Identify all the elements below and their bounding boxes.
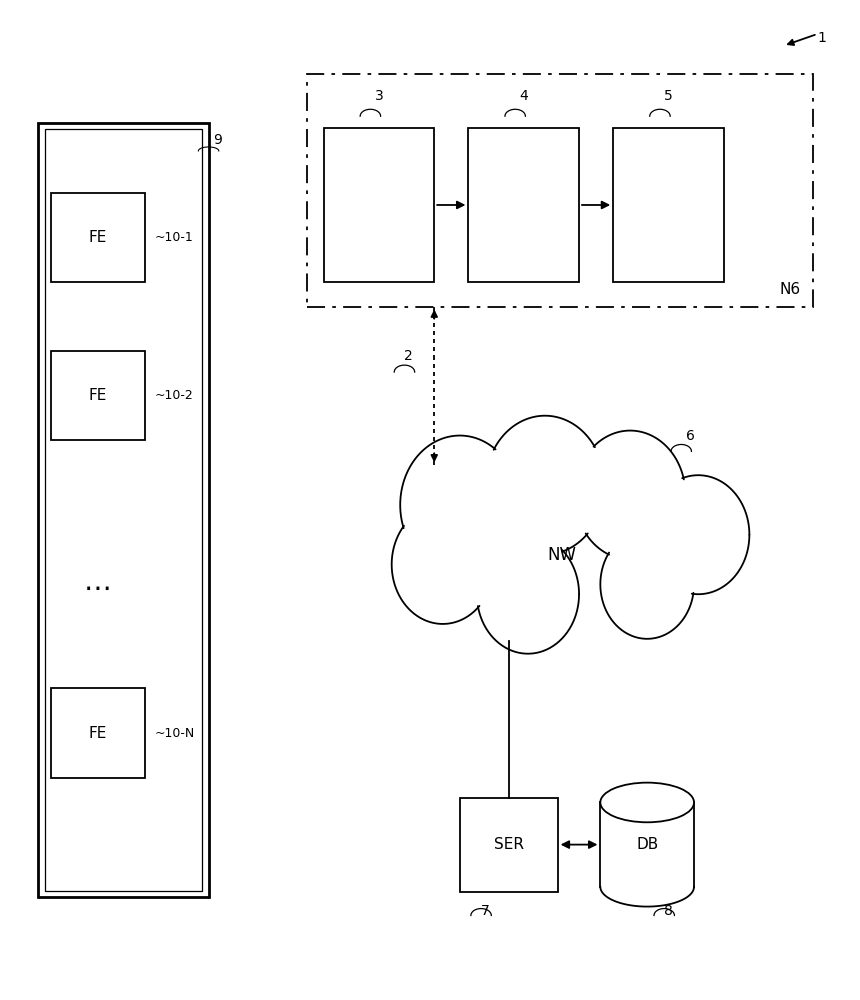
Circle shape (600, 530, 694, 639)
Circle shape (476, 535, 579, 654)
Bar (51, 688, 144, 778)
Circle shape (574, 431, 685, 560)
Circle shape (648, 475, 749, 594)
Text: FE: FE (89, 388, 107, 403)
Text: NW: NW (548, 546, 576, 564)
Circle shape (400, 436, 519, 574)
Text: 3: 3 (374, 89, 384, 103)
Bar (45, 129, 202, 891)
Text: ~10-2: ~10-2 (155, 389, 194, 402)
Text: ⋯: ⋯ (84, 575, 112, 603)
Text: 1: 1 (817, 31, 826, 45)
Text: 6: 6 (685, 429, 694, 443)
Bar (613, 128, 724, 282)
Text: DB: DB (636, 837, 658, 852)
Text: 7: 7 (481, 904, 489, 918)
Bar (38, 123, 209, 897)
Bar (323, 128, 434, 282)
Text: 8: 8 (664, 904, 673, 918)
Bar (460, 798, 558, 892)
Bar (306, 74, 814, 307)
Text: FE: FE (89, 230, 107, 245)
Text: 2: 2 (404, 349, 413, 363)
Text: 4: 4 (519, 89, 528, 103)
Circle shape (391, 505, 494, 624)
Bar (51, 193, 144, 282)
Bar (51, 351, 144, 440)
Text: SER: SER (494, 837, 524, 852)
Text: ~10-1: ~10-1 (155, 231, 194, 244)
Text: N6: N6 (779, 282, 801, 297)
Text: FE: FE (89, 726, 107, 741)
Text: 5: 5 (664, 89, 673, 103)
Bar (469, 128, 579, 282)
Circle shape (485, 416, 605, 555)
Text: 9: 9 (212, 133, 222, 147)
Bar (600, 802, 694, 887)
Text: ~10-N: ~10-N (155, 727, 195, 740)
Ellipse shape (600, 783, 694, 822)
